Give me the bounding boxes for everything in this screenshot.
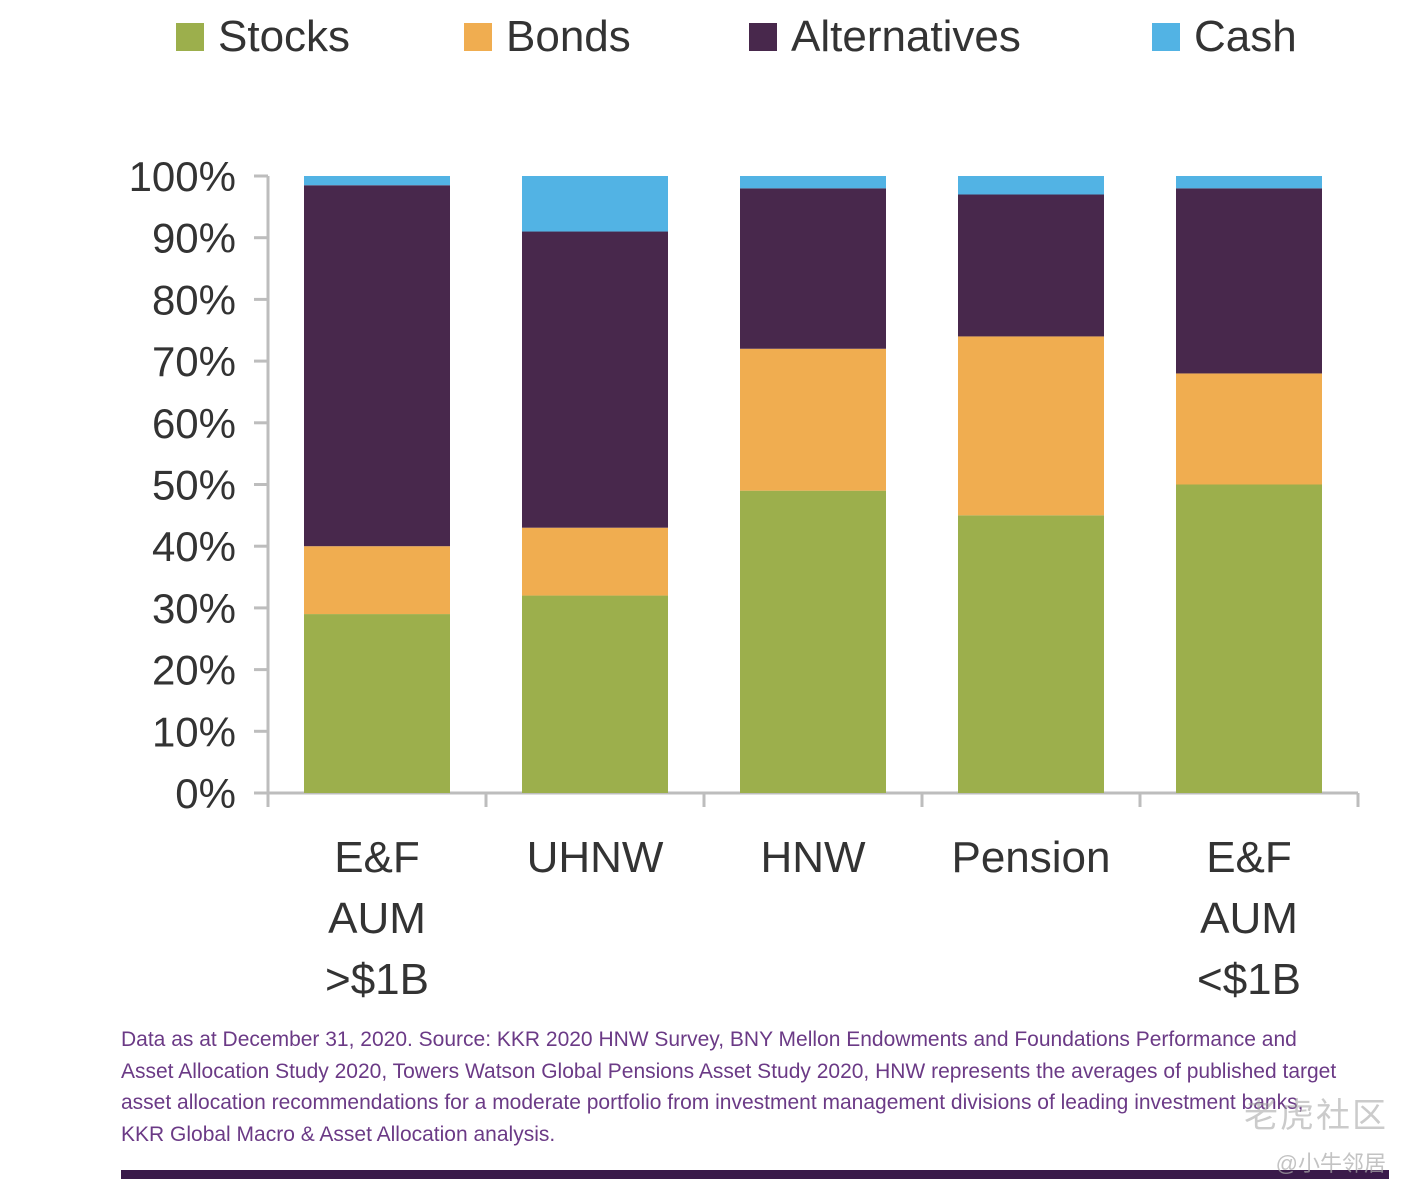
legend-label-bonds: Bonds xyxy=(506,12,631,61)
bar-cash-4 xyxy=(1176,176,1322,189)
bar-bonds-0 xyxy=(304,546,450,615)
bar-stocks-4 xyxy=(1176,484,1322,793)
bar-cash-0 xyxy=(304,176,450,186)
x-category-label: E&F xyxy=(334,833,420,882)
legend-swatch-stocks xyxy=(176,23,204,51)
watermark: 老虎社区 xyxy=(1244,1097,1388,1135)
source-note: Data as at December 31, 2020. Source: KK… xyxy=(121,1028,1337,1146)
legend-item-alternatives: Alternatives xyxy=(749,12,1021,62)
bar-bonds-1 xyxy=(522,527,668,596)
x-category-label: >$1B xyxy=(325,955,429,1004)
watermark-sub: @小牛邻居 xyxy=(1275,1151,1386,1176)
legend-swatch-alternatives xyxy=(749,23,777,51)
bar-cash-3 xyxy=(958,176,1104,195)
bottom-rule xyxy=(121,1170,1389,1179)
bar-cash-2 xyxy=(740,176,886,189)
chart-legend: Stocks Bonds Alternatives Cash xyxy=(0,12,1414,72)
legend-label-cash: Cash xyxy=(1194,12,1297,61)
x-category-label: HNW xyxy=(760,833,866,882)
legend-swatch-cash xyxy=(1152,23,1180,51)
bar-alternatives-0 xyxy=(304,185,450,547)
x-category-label: UHNW xyxy=(527,833,664,882)
legend-item-stocks: Stocks xyxy=(176,12,350,62)
legend-label-alternatives: Alternatives xyxy=(791,12,1021,61)
x-category-label: Pension xyxy=(951,833,1110,882)
stacked-bar-chart: 0% 10% 20% 30% 40% 50% 60% 70% 80% 90% 100% E&F AUM >… xyxy=(129,153,1360,1004)
bar-stocks-3 xyxy=(958,515,1104,793)
legend-swatch-bonds xyxy=(464,23,492,51)
bar-cash-1 xyxy=(522,176,668,232)
bar-alternatives-1 xyxy=(522,231,668,528)
bar-alternatives-4 xyxy=(1176,188,1322,374)
bar-alternatives-2 xyxy=(740,188,886,349)
bar-bonds-2 xyxy=(740,348,886,491)
y-tick-label: 70% xyxy=(152,338,236,385)
bar-alternatives-3 xyxy=(958,194,1104,337)
y-tick-label: 90% xyxy=(152,215,236,262)
y-tick-label: 50% xyxy=(152,462,236,509)
x-category-label: E&F xyxy=(1206,833,1292,882)
bar-bonds-3 xyxy=(958,336,1104,516)
y-tick-label: 100% xyxy=(129,153,236,200)
y-tick-label: 10% xyxy=(152,708,236,755)
bar-bonds-4 xyxy=(1176,373,1322,485)
y-tick-label: 30% xyxy=(152,585,236,632)
bar-stocks-2 xyxy=(740,490,886,793)
legend-item-bonds: Bonds xyxy=(464,12,631,62)
legend-label-stocks: Stocks xyxy=(218,12,351,61)
bar-stocks-0 xyxy=(304,614,450,793)
y-tick-label: 80% xyxy=(152,276,236,323)
x-category-label: <$1B xyxy=(1197,955,1301,1004)
x-category-label: AUM xyxy=(328,894,426,943)
legend-item-cash: Cash xyxy=(1152,12,1297,62)
y-tick-label: 40% xyxy=(152,523,236,570)
y-tick-label: 0% xyxy=(175,770,236,817)
y-tick-label: 60% xyxy=(152,400,236,447)
x-category-label: AUM xyxy=(1200,894,1298,943)
y-tick-label: 20% xyxy=(152,647,236,694)
bar-stocks-1 xyxy=(522,595,668,793)
